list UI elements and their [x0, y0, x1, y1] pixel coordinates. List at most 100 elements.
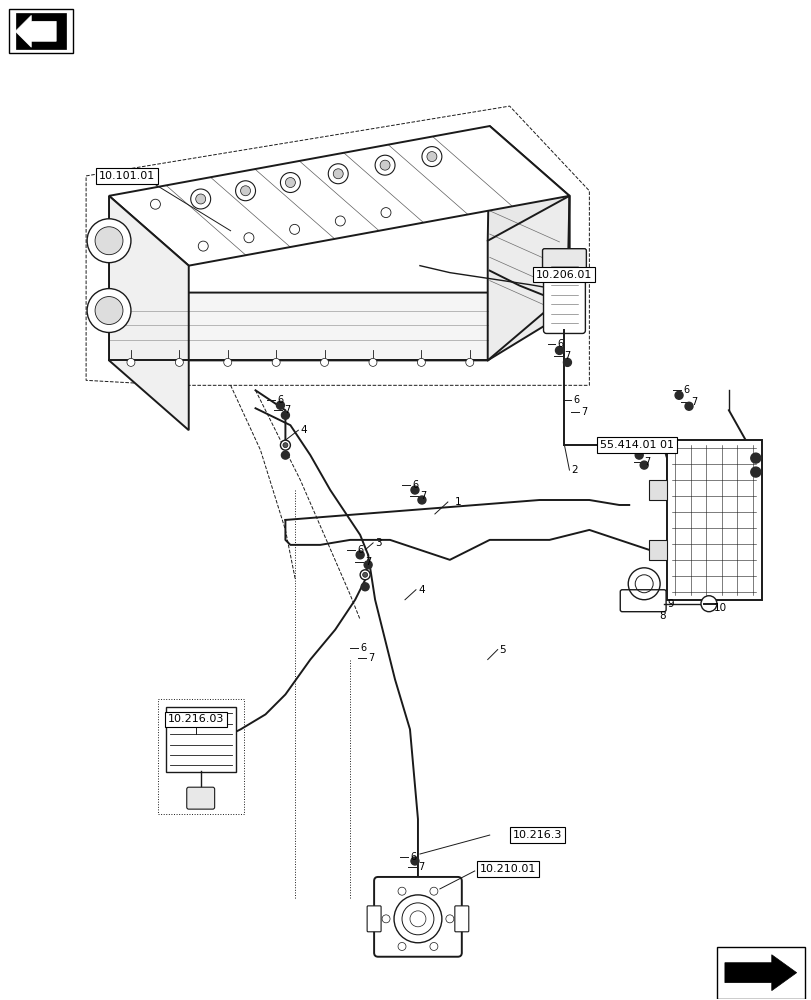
Polygon shape	[487, 126, 569, 311]
Circle shape	[445, 915, 453, 923]
Circle shape	[320, 358, 328, 366]
Polygon shape	[109, 126, 569, 266]
Circle shape	[290, 224, 299, 234]
FancyBboxPatch shape	[374, 877, 461, 957]
Circle shape	[422, 147, 441, 167]
Circle shape	[360, 570, 370, 580]
Text: 6: 6	[277, 395, 283, 405]
Text: 10.216.03: 10.216.03	[167, 714, 224, 724]
Text: 7: 7	[418, 862, 423, 872]
FancyBboxPatch shape	[454, 906, 468, 932]
Circle shape	[380, 208, 390, 218]
Text: 6: 6	[636, 445, 642, 455]
Circle shape	[280, 173, 300, 193]
Circle shape	[150, 199, 161, 209]
Text: 5: 5	[499, 645, 506, 655]
Circle shape	[684, 402, 692, 410]
Polygon shape	[716, 947, 804, 999]
Circle shape	[700, 596, 716, 612]
Circle shape	[243, 233, 254, 243]
Circle shape	[240, 186, 251, 196]
Circle shape	[87, 219, 131, 263]
Text: 10.216.3: 10.216.3	[513, 830, 561, 840]
Circle shape	[427, 152, 436, 162]
FancyBboxPatch shape	[187, 787, 214, 809]
Circle shape	[750, 467, 760, 477]
Circle shape	[242, 182, 251, 192]
Text: 1: 1	[454, 497, 461, 507]
Circle shape	[429, 887, 437, 895]
Text: 7: 7	[690, 397, 697, 407]
Text: 6: 6	[357, 545, 363, 555]
Circle shape	[196, 191, 206, 201]
Text: 6: 6	[410, 852, 415, 862]
Circle shape	[356, 551, 363, 559]
Circle shape	[401, 903, 433, 935]
Text: 7: 7	[419, 491, 426, 501]
Polygon shape	[724, 955, 796, 991]
Polygon shape	[487, 196, 569, 360]
Circle shape	[429, 942, 437, 950]
Text: 8: 8	[659, 611, 665, 621]
Circle shape	[191, 189, 210, 209]
Circle shape	[393, 895, 441, 943]
Circle shape	[634, 451, 642, 459]
Circle shape	[198, 241, 208, 251]
Text: 4: 4	[300, 425, 307, 435]
Text: 10: 10	[713, 603, 726, 613]
Text: 7: 7	[581, 407, 587, 417]
Circle shape	[195, 194, 205, 204]
Circle shape	[333, 169, 343, 179]
FancyBboxPatch shape	[165, 707, 235, 772]
Text: 7: 7	[284, 405, 290, 415]
Circle shape	[281, 451, 289, 459]
Text: 6: 6	[682, 385, 689, 395]
Circle shape	[363, 561, 371, 569]
Circle shape	[417, 358, 425, 366]
Text: 55.414.01 01: 55.414.01 01	[599, 440, 673, 450]
Polygon shape	[109, 293, 567, 360]
Text: 4: 4	[418, 585, 424, 595]
Circle shape	[276, 401, 284, 409]
FancyBboxPatch shape	[667, 440, 761, 600]
FancyBboxPatch shape	[620, 590, 665, 612]
Text: 6: 6	[557, 339, 563, 349]
Circle shape	[235, 181, 255, 201]
Circle shape	[175, 358, 183, 366]
Text: 10.210.01: 10.210.01	[478, 864, 535, 874]
Circle shape	[674, 391, 682, 399]
Text: 9: 9	[667, 599, 673, 609]
Circle shape	[368, 358, 376, 366]
Polygon shape	[16, 13, 66, 49]
Polygon shape	[10, 9, 73, 53]
Circle shape	[466, 358, 473, 366]
Circle shape	[380, 160, 389, 170]
Polygon shape	[15, 15, 56, 47]
Circle shape	[335, 216, 345, 226]
Circle shape	[750, 453, 760, 463]
Text: 7: 7	[643, 457, 650, 467]
Circle shape	[282, 443, 288, 448]
Circle shape	[555, 346, 563, 354]
FancyBboxPatch shape	[542, 249, 586, 269]
Text: 2: 2	[571, 465, 577, 475]
Circle shape	[382, 915, 389, 923]
FancyBboxPatch shape	[543, 258, 585, 333]
Circle shape	[361, 583, 369, 591]
Circle shape	[333, 166, 343, 176]
Circle shape	[418, 496, 426, 504]
Text: 3: 3	[375, 538, 381, 548]
Text: 10.101.01: 10.101.01	[99, 171, 155, 181]
Circle shape	[127, 358, 135, 366]
Circle shape	[410, 857, 418, 865]
Circle shape	[87, 289, 131, 332]
Text: 7: 7	[367, 653, 374, 663]
Circle shape	[281, 411, 289, 419]
FancyBboxPatch shape	[648, 480, 667, 500]
Circle shape	[410, 911, 426, 927]
Text: 10.206.01: 10.206.01	[535, 270, 592, 280]
Circle shape	[272, 358, 280, 366]
Circle shape	[224, 358, 231, 366]
Text: 6: 6	[360, 643, 366, 653]
Text: 7: 7	[564, 351, 570, 361]
